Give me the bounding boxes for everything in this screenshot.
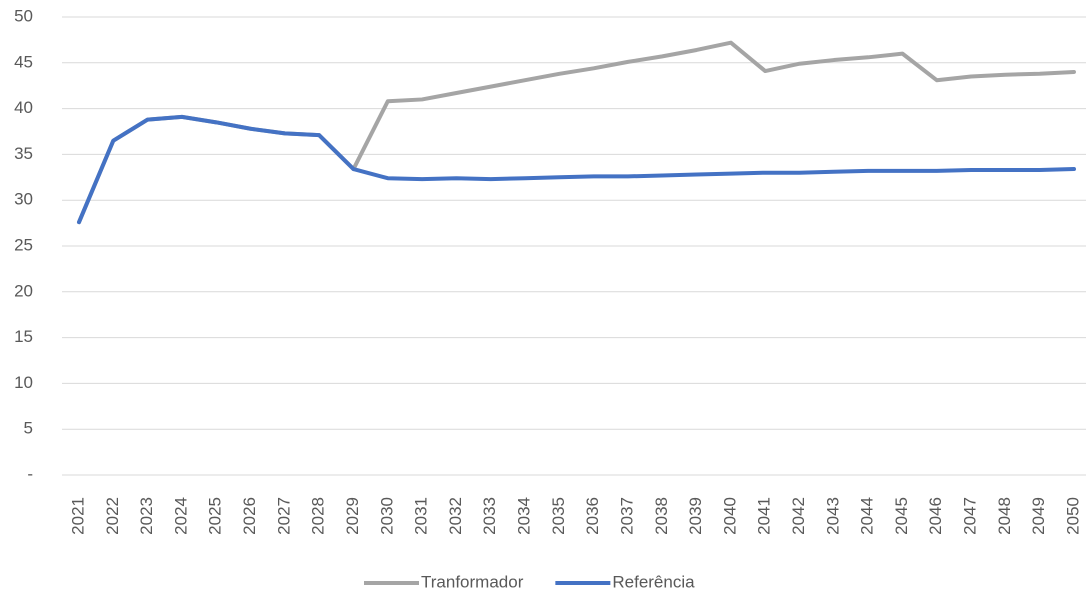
line-series — [77, 114, 1076, 225]
x-tick-label: 2045 — [892, 497, 911, 535]
y-tick-label: 50 — [14, 6, 33, 25]
x-tick-label: 2029 — [343, 497, 362, 535]
x-tick-label: 2048 — [995, 497, 1014, 535]
y-tick-label: 25 — [14, 235, 33, 254]
x-tick-label: 2044 — [858, 497, 877, 535]
y-tick-label: 5 — [24, 419, 33, 438]
x-tick-label: 2039 — [686, 497, 705, 535]
x-tick-label: 2030 — [377, 497, 396, 535]
line-series — [77, 40, 1076, 225]
x-tick-label: 2021 — [68, 497, 87, 535]
x-tick-label: 2025 — [206, 497, 225, 535]
legend-label: Referência — [612, 572, 695, 591]
x-tick-label: 2027 — [274, 497, 293, 535]
x-tick-label: 2036 — [583, 497, 602, 535]
x-tick-label: 2024 — [171, 497, 190, 535]
y-tick-label: 10 — [14, 373, 33, 392]
y-tick-label: 35 — [14, 144, 33, 163]
x-tick-label: 2035 — [549, 497, 568, 535]
x-tick-label: 2049 — [1029, 497, 1048, 535]
x-tick-label: 2042 — [789, 497, 808, 535]
x-tick-label: 2050 — [1063, 497, 1082, 535]
x-tick-label: 2033 — [480, 497, 499, 535]
y-tick-label: 20 — [14, 281, 33, 300]
y-tick-label: - — [27, 464, 33, 483]
x-tick-label: 2028 — [309, 497, 328, 535]
x-tick-label: 2043 — [823, 497, 842, 535]
x-tick-label: 2046 — [926, 497, 945, 535]
x-tick-label: 2034 — [515, 497, 534, 535]
x-tick-label: 2022 — [103, 497, 122, 535]
y-tick-label: 15 — [14, 327, 33, 346]
y-tick-label: 40 — [14, 98, 33, 117]
y-tick-label: 45 — [14, 52, 33, 71]
x-tick-label: 2023 — [137, 497, 156, 535]
x-tick-label: 2026 — [240, 497, 259, 535]
y-tick-label: 30 — [14, 190, 33, 209]
x-tick-label: 2038 — [652, 497, 671, 535]
legend-label: Tranformador — [421, 572, 524, 591]
x-tick-label: 2031 — [412, 497, 431, 535]
x-tick-label: 2040 — [720, 497, 739, 535]
x-tick-label: 2041 — [755, 497, 774, 535]
x-tick-label: 2037 — [617, 497, 636, 535]
x-tick-label: 2047 — [961, 497, 980, 535]
x-tick-label: 2032 — [446, 497, 465, 535]
